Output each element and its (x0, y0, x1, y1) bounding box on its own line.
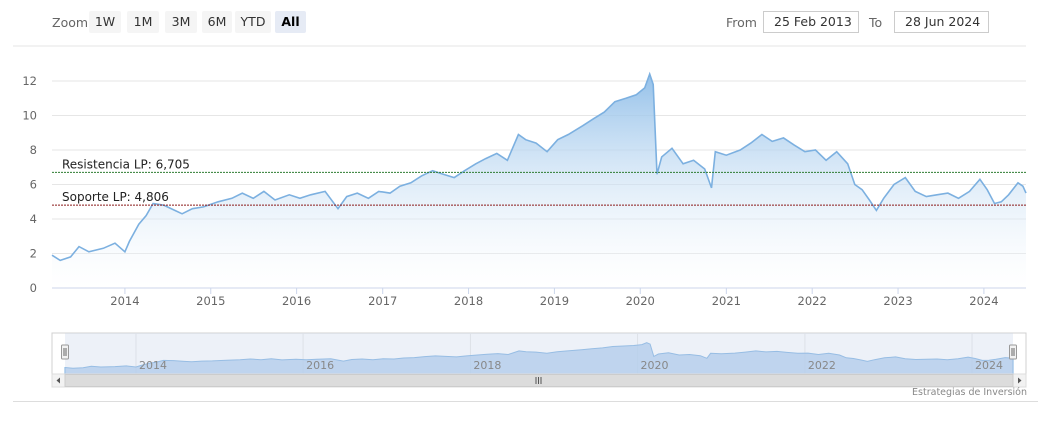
y-tick-label: 6 (30, 178, 37, 192)
x-tick-label: 2023 (883, 294, 912, 308)
scroll-right-arrow-icon[interactable] (1018, 377, 1022, 384)
x-tick-label: 2016 (282, 294, 311, 308)
plot-line-label: Soporte LP: 4,806 (62, 190, 169, 204)
y-tick-label: 12 (22, 74, 37, 88)
scroll-left-arrow-icon[interactable] (56, 377, 61, 384)
x-tick-label: 2020 (626, 294, 655, 308)
y-tick-label: 10 (22, 109, 37, 123)
range-selector: Zoom 1W 1M 3M 6M YTD All From 25 Feb 201… (0, 0, 1050, 44)
zoom-1w-button[interactable]: 1W (89, 11, 121, 33)
zoom-label: Zoom (52, 15, 89, 30)
from-label: From (726, 15, 757, 30)
y-tick-label: 4 (30, 212, 37, 226)
navigator-tick-label: 2016 (306, 359, 334, 372)
navigator-right-handle[interactable] (1009, 344, 1017, 360)
y-axis-labels: 0 2 4 6 8 10 12 (22, 74, 37, 295)
plot-lines: Resistencia LP: 6,705 Soporte LP: 4,806 (52, 157, 1026, 206)
navigator-tick-label: 2014 (139, 359, 167, 372)
navigator-mask[interactable] (65, 333, 1013, 374)
zoom-1m-button[interactable]: 1M (127, 11, 159, 33)
x-tick-label: 2017 (368, 294, 397, 308)
zoom-all-button[interactable]: All (275, 11, 306, 33)
x-tick-label: 2022 (798, 294, 827, 308)
from-date-input[interactable]: 25 Feb 2013 (763, 11, 859, 33)
navigator-left-handle[interactable] (61, 344, 69, 360)
to-label: To (869, 15, 883, 30)
navigator[interactable]: 2014 2016 2018 2020 2022 2024 (51, 332, 1027, 375)
navigator-tick-label: 2020 (641, 359, 669, 372)
scrollbar[interactable] (51, 373, 1027, 388)
x-tick-label: 2014 (110, 294, 139, 308)
x-axis: 2014 2015 2016 2017 2018 2019 2020 2021 2022 2023… (52, 287, 1026, 308)
navigator-tick-label: 2024 (975, 359, 1003, 372)
navigator-labels: 2014 2016 2018 2020 2022 2024 (139, 359, 1003, 372)
navigator-tick-label: 2022 (808, 359, 836, 372)
chart-credit[interactable]: Estrategias de Inversión (912, 387, 1027, 398)
plot-line-label: Resistencia LP: 6,705 (62, 157, 190, 171)
y-tick-label: 0 (30, 281, 37, 295)
x-tick-label: 2018 (454, 294, 483, 308)
zoom-3m-button[interactable]: 3M (165, 11, 197, 33)
x-tick-label: 2024 (969, 294, 998, 308)
x-tick-label: 2019 (540, 294, 569, 308)
zoom-ytd-button[interactable]: YTD (235, 11, 271, 33)
x-tick-label: 2015 (196, 294, 225, 308)
to-date-input[interactable]: 28 Jun 2024 (894, 11, 989, 33)
zoom-6m-button[interactable]: 6M (202, 11, 232, 33)
series-line[interactable] (51, 71, 1027, 262)
bottom-divider (13, 401, 1038, 402)
x-tick-label: 2021 (712, 294, 741, 308)
y-tick-label: 2 (30, 247, 37, 261)
navigator-series (64, 342, 1014, 375)
navigator-tick-label: 2018 (473, 359, 501, 372)
series-area (52, 74, 1026, 288)
y-tick-label: 8 (30, 143, 37, 157)
